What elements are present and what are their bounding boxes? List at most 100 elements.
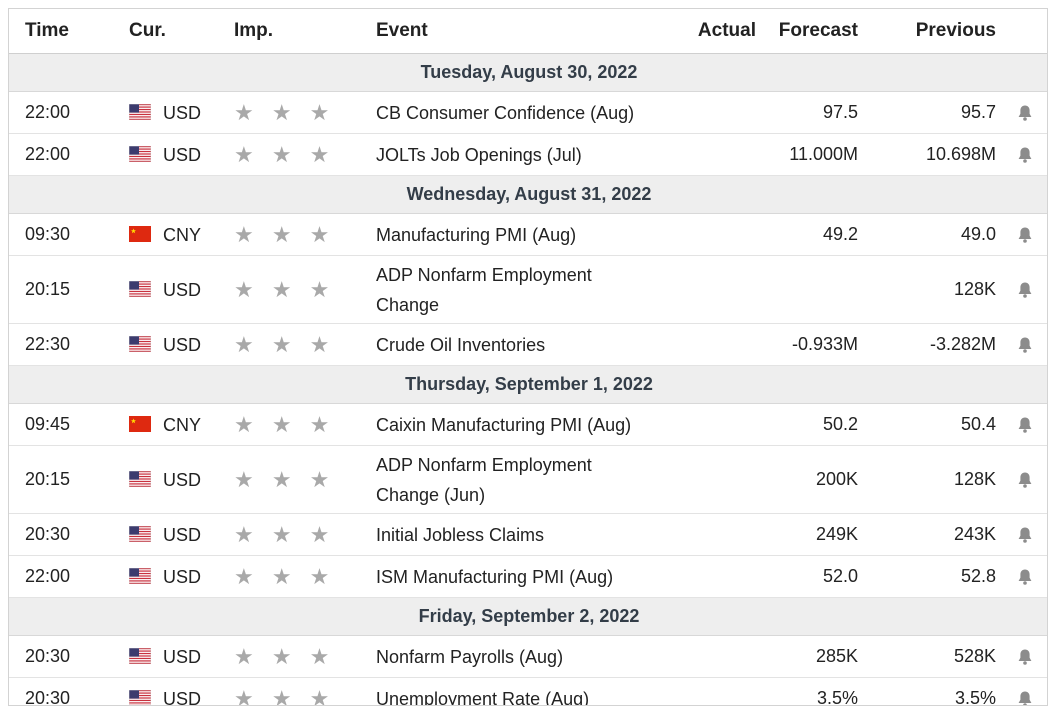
us-flag-icon bbox=[129, 335, 151, 352]
bell-icon[interactable] bbox=[1017, 568, 1033, 586]
alert-cell[interactable] bbox=[1000, 677, 1047, 706]
event-currency: USD bbox=[129, 635, 234, 678]
col-time[interactable]: Time bbox=[9, 9, 129, 54]
us-flag-icon bbox=[129, 103, 151, 120]
col-previous[interactable]: Previous bbox=[866, 9, 1000, 54]
event-time: 20:30 bbox=[9, 513, 129, 556]
event-previous: 52.8 bbox=[866, 555, 1000, 598]
date-row: Tuesday, August 30, 2022 bbox=[9, 53, 1047, 92]
us-flag-icon bbox=[129, 567, 151, 584]
us-flag-icon bbox=[129, 145, 151, 162]
star-icon: ★ ★ ★ bbox=[234, 521, 336, 547]
event-currency: USD bbox=[129, 513, 234, 556]
alert-cell[interactable] bbox=[1000, 635, 1047, 678]
event-previous: 528K bbox=[866, 635, 1000, 678]
header-row: Time Cur. Imp. Event Actual Forecast Pre… bbox=[9, 9, 1047, 54]
event-currency: USD bbox=[129, 555, 234, 598]
alert-cell[interactable] bbox=[1000, 213, 1047, 256]
alert-cell[interactable] bbox=[1000, 323, 1047, 366]
event-time: 20:15 bbox=[9, 255, 129, 324]
event-row[interactable]: 22:30 USD ★ ★ ★ Crude Oil Inventories -0.933… bbox=[9, 323, 1047, 366]
event-actual bbox=[676, 555, 756, 598]
bell-icon[interactable] bbox=[1017, 146, 1033, 164]
event-currency: CNY bbox=[129, 403, 234, 446]
date-label: Friday, September 2, 2022 bbox=[9, 597, 1047, 636]
event-previous: 50.4 bbox=[866, 403, 1000, 446]
us-flag-icon bbox=[129, 689, 151, 705]
star-icon: ★ ★ ★ bbox=[234, 411, 336, 437]
event-row[interactable]: 22:00 USD ★ ★ ★ JOLTs Job Openings (Jul) 11.… bbox=[9, 133, 1047, 176]
calendar-table: Time Cur. Imp. Event Actual Forecast Pre… bbox=[9, 9, 1047, 706]
date-row: Thursday, September 1, 2022 bbox=[9, 365, 1047, 404]
event-name[interactable]: Caixin Manufacturing PMI (Aug) bbox=[376, 403, 676, 446]
bell-icon[interactable] bbox=[1017, 104, 1033, 122]
event-name[interactable]: ISM Manufacturing PMI (Aug) bbox=[376, 555, 676, 598]
event-row[interactable]: 20:30 USD ★ ★ ★ Unemployment Rate (Aug) 3.5%… bbox=[9, 677, 1047, 706]
bell-icon[interactable] bbox=[1017, 416, 1033, 434]
alert-cell[interactable] bbox=[1000, 133, 1047, 176]
event-name[interactable]: ADP Nonfarm Employment Change (Jun) bbox=[376, 445, 676, 514]
event-name[interactable]: Manufacturing PMI (Aug) bbox=[376, 213, 676, 256]
event-row[interactable]: 22:00 USD ★ ★ ★ CB Consumer Confidence (Aug… bbox=[9, 91, 1047, 134]
event-row[interactable]: 20:15 USD ★ ★ ★ ADP Nonfarm Employment Chan… bbox=[9, 255, 1047, 324]
alert-cell[interactable] bbox=[1000, 513, 1047, 556]
date-label: Tuesday, August 30, 2022 bbox=[9, 53, 1047, 92]
alert-cell[interactable] bbox=[1000, 91, 1047, 134]
event-name[interactable]: Nonfarm Payrolls (Aug) bbox=[376, 635, 676, 678]
alert-cell[interactable] bbox=[1000, 445, 1047, 514]
event-previous: 128K bbox=[866, 255, 1000, 324]
bell-icon[interactable] bbox=[1017, 471, 1033, 489]
event-actual bbox=[676, 677, 756, 705]
event-row[interactable]: 22:00 USD ★ ★ ★ ISM Manufacturing PMI (Aug)… bbox=[9, 555, 1047, 598]
event-time: 20:15 bbox=[9, 445, 129, 514]
event-previous: 243K bbox=[866, 513, 1000, 556]
alert-cell[interactable] bbox=[1000, 255, 1047, 324]
event-row[interactable]: 20:30 USD ★ ★ ★ Nonfarm Payrolls (Aug) 285K 5… bbox=[9, 635, 1047, 678]
importance-stars: ★ ★ ★ bbox=[234, 445, 376, 514]
importance-stars: ★ ★ ★ bbox=[234, 213, 376, 256]
event-time: 22:00 bbox=[9, 91, 129, 134]
event-actual bbox=[676, 403, 756, 446]
event-row[interactable]: 09:45 CNY ★ ★ ★ Caixin Manufacturing PMI (A… bbox=[9, 403, 1047, 446]
event-row[interactable]: 20:30 USD ★ ★ ★ Initial Jobless Claims 249K 2… bbox=[9, 513, 1047, 556]
event-currency: USD bbox=[129, 91, 234, 134]
importance-stars: ★ ★ ★ bbox=[234, 677, 376, 706]
alert-cell[interactable] bbox=[1000, 555, 1047, 598]
event-time: 22:30 bbox=[9, 323, 129, 366]
col-importance[interactable]: Imp. bbox=[234, 9, 376, 54]
bell-icon[interactable] bbox=[1017, 226, 1033, 244]
us-flag-icon bbox=[129, 470, 151, 487]
bell-icon[interactable] bbox=[1017, 690, 1033, 706]
event-row[interactable]: 09:30 CNY ★ ★ ★ Manufacturing PMI (Aug) 49.2… bbox=[9, 213, 1047, 256]
col-event[interactable]: Event bbox=[376, 9, 676, 54]
date-row: Friday, September 2, 2022 bbox=[9, 597, 1047, 636]
bell-icon[interactable] bbox=[1017, 336, 1033, 354]
event-time: 22:00 bbox=[9, 555, 129, 598]
star-icon: ★ ★ ★ bbox=[234, 685, 336, 706]
bell-icon[interactable] bbox=[1017, 281, 1033, 299]
event-name[interactable]: ADP Nonfarm Employment Change bbox=[376, 255, 676, 324]
event-forecast: 97.5 bbox=[756, 91, 866, 134]
importance-stars: ★ ★ ★ bbox=[234, 91, 376, 134]
star-icon: ★ ★ ★ bbox=[234, 643, 336, 669]
bell-icon[interactable] bbox=[1017, 526, 1033, 544]
cn-flag-icon bbox=[129, 225, 151, 242]
event-name[interactable]: CB Consumer Confidence (Aug) bbox=[376, 91, 676, 134]
event-row[interactable]: 20:15 USD ★ ★ ★ ADP Nonfarm Employment Chan… bbox=[9, 445, 1047, 514]
event-currency: USD bbox=[129, 255, 234, 324]
cn-flag-icon bbox=[129, 415, 151, 432]
col-forecast[interactable]: Forecast bbox=[756, 9, 866, 54]
col-currency[interactable]: Cur. bbox=[129, 9, 234, 54]
currency-code: USD bbox=[163, 688, 202, 706]
bell-icon[interactable] bbox=[1017, 648, 1033, 666]
us-flag-icon bbox=[129, 280, 151, 297]
event-forecast: 3.5% bbox=[756, 677, 866, 705]
event-name[interactable]: Unemployment Rate (Aug) bbox=[376, 677, 676, 705]
event-name[interactable]: JOLTs Job Openings (Jul) bbox=[376, 133, 676, 176]
col-actual[interactable]: Actual bbox=[676, 9, 756, 54]
event-name[interactable]: Crude Oil Inventories bbox=[376, 323, 676, 366]
event-name[interactable]: Initial Jobless Claims bbox=[376, 513, 676, 556]
event-time: 09:45 bbox=[9, 403, 129, 446]
importance-stars: ★ ★ ★ bbox=[234, 635, 376, 678]
alert-cell[interactable] bbox=[1000, 403, 1047, 446]
